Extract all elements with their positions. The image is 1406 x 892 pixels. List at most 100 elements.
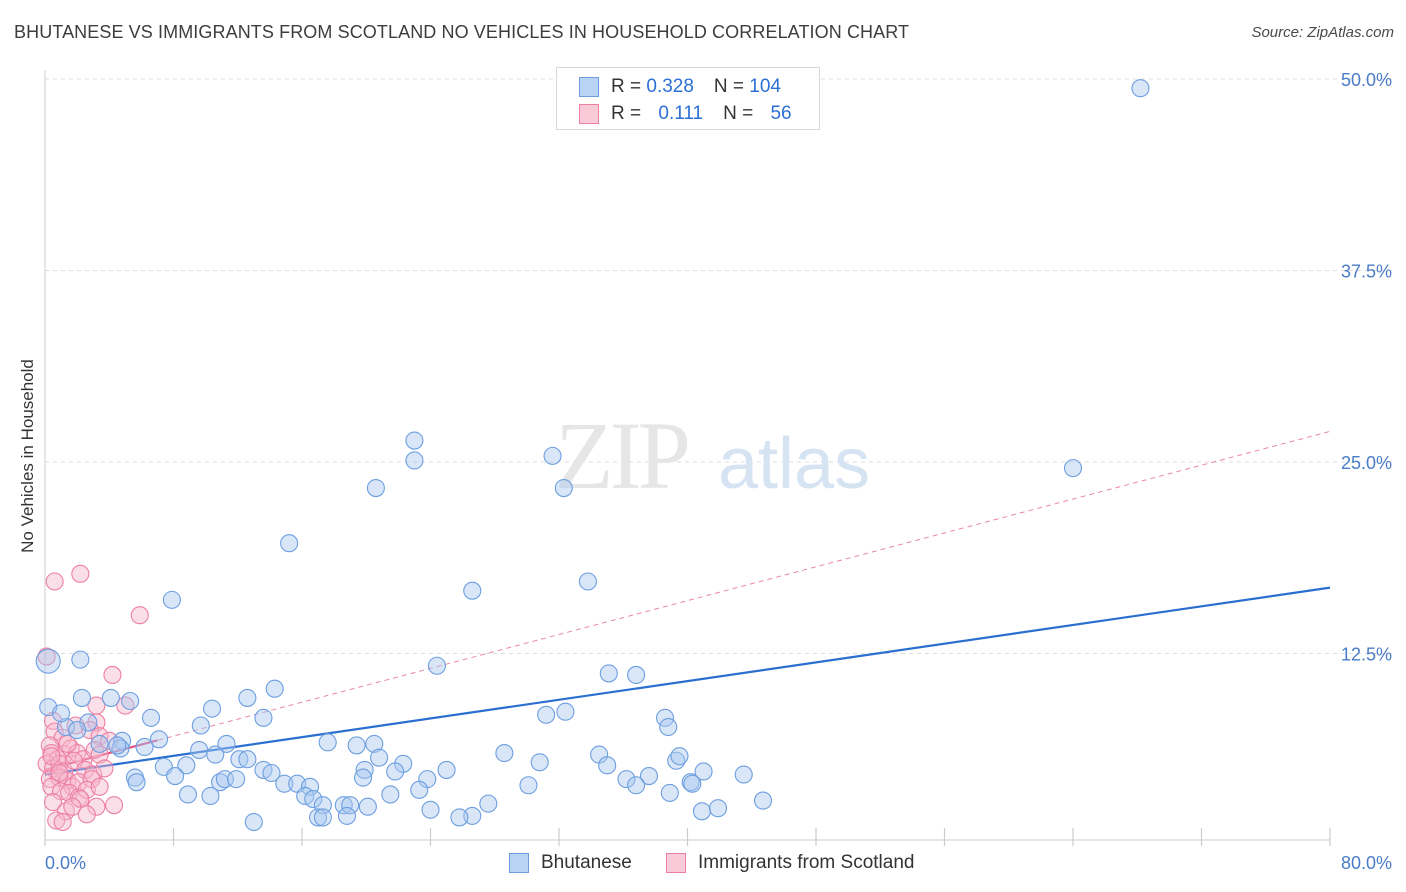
data-point-bhutanese [405, 451, 424, 470]
y-tick-label: 37.5% [1341, 262, 1392, 282]
data-point-bhutanese [166, 767, 185, 786]
legend-n-label: N = [713, 76, 750, 97]
series-bhutanese [35, 79, 1150, 832]
data-point-bhutanese [381, 785, 400, 804]
data-point-bhutanese [495, 744, 514, 763]
data-point-bhutanese [627, 665, 646, 684]
data-point-bhutanese [135, 737, 154, 757]
data-point-bhutanese [149, 730, 169, 749]
source-label: Source: ZipAtlas.com [1251, 24, 1394, 41]
data-point-bhutanese [262, 763, 281, 783]
data-point-bhutanese [599, 664, 618, 683]
series-immigrants-from-scotland [37, 564, 149, 832]
series-legend: Bhutanese Immigrants from Scotland [0, 852, 1406, 878]
data-point-scotland [103, 665, 122, 684]
data-point-bhutanese [121, 691, 140, 711]
data-point-bhutanese [190, 740, 209, 760]
data-point-bhutanese [670, 747, 689, 766]
data-point-scotland [37, 647, 56, 666]
y-axis-label: No Vehicles in Household [18, 359, 37, 553]
data-point-bhutanese [366, 478, 385, 498]
data-point-bhutanese [421, 800, 440, 819]
data-point-bhutanese [227, 770, 246, 789]
legend-n-value: 56 [770, 103, 792, 124]
data-point-bhutanese [694, 762, 713, 781]
data-point-bhutanese [479, 794, 498, 813]
data-point-bhutanese [405, 431, 424, 450]
data-point-bhutanese [358, 797, 377, 816]
watermark-atlas: atlas [718, 424, 870, 504]
legend-label-scotland: Immigrants from Scotland [698, 852, 915, 873]
data-point-scotland [56, 802, 75, 821]
data-point-bhutanese [598, 756, 617, 775]
data-point-bhutanese [275, 774, 294, 793]
data-point-bhutanese [334, 796, 353, 815]
x-tick-label: 0.0% [45, 853, 86, 873]
data-point-bhutanese [427, 656, 446, 675]
trend-line-scotland [44, 430, 1331, 771]
data-point-scotland [63, 797, 82, 816]
data-point-scotland [105, 796, 124, 815]
data-point-bhutanese [639, 767, 659, 786]
legend-row-bhutanese: R = 0.328 N = 104 [579, 74, 781, 100]
data-point-scotland [60, 783, 79, 802]
data-point-bhutanese [265, 679, 284, 698]
chart-title: BHUTANESE VS IMMIGRANTS FROM SCOTLAND NO… [14, 22, 910, 42]
data-point-scotland [90, 745, 109, 764]
data-point-bhutanese [141, 708, 161, 727]
data-point-bhutanese [1063, 459, 1083, 478]
legend-label-bhutanese: Bhutanese [541, 852, 632, 873]
legend-swatch-pink [579, 104, 599, 124]
data-point-scotland [90, 727, 109, 746]
data-point-scotland [43, 793, 63, 812]
data-point-bhutanese [244, 812, 263, 832]
legend-swatch-pink [666, 853, 686, 873]
data-point-bhutanese [353, 768, 373, 787]
x-tick-label: 80.0% [1341, 853, 1392, 873]
y-tick-label: 50.0% [1341, 70, 1392, 90]
data-point-scotland [77, 805, 96, 824]
data-point-scotland [50, 763, 69, 783]
data-point-scotland [40, 770, 59, 789]
data-point-bhutanese [162, 590, 181, 609]
data-point-bhutanese [386, 762, 405, 781]
data-point-bhutanese [617, 770, 636, 789]
data-point-bhutanese [463, 581, 482, 600]
watermark-zip: ZIP [555, 402, 688, 509]
data-point-bhutanese [537, 705, 556, 724]
axes [44, 70, 1331, 846]
data-point-bhutanese [217, 734, 236, 753]
legend-r-value: 0.328 [646, 76, 694, 97]
data-point-bhutanese [355, 760, 374, 779]
data-point-bhutanese [127, 773, 146, 792]
data-point-bhutanese [530, 753, 549, 772]
data-point-scotland [80, 721, 100, 740]
data-point-bhutanese [203, 699, 222, 718]
data-point-bhutanese [52, 704, 71, 723]
y-tick-label: 25.0% [1341, 453, 1392, 473]
data-point-scotland [90, 777, 109, 796]
legend-item-scotland[interactable]: Immigrants from Scotland [666, 852, 914, 874]
data-point-bhutanese [554, 478, 573, 498]
y-tick-label: 12.5% [1341, 645, 1392, 665]
data-point-bhutanese [337, 806, 357, 825]
data-point-bhutanese [578, 572, 597, 591]
legend-swatch-blue [509, 853, 529, 873]
legend-item-bhutanese[interactable]: Bhutanese [509, 852, 632, 874]
trend-lines [44, 430, 1331, 776]
data-point-bhutanese [280, 534, 299, 553]
data-point-bhutanese [238, 750, 257, 769]
data-point-bhutanese [56, 717, 75, 737]
data-point-bhutanese [1131, 79, 1150, 98]
data-point-bhutanese [304, 789, 323, 809]
data-point-scotland [53, 812, 72, 832]
tick-labels: 12.5% 25.0% 37.5% 50.0% 0.0% 80.0% [45, 70, 1392, 873]
data-point-bhutanese [101, 688, 120, 707]
data-point-bhutanese [543, 446, 562, 465]
data-point-scotland [130, 606, 149, 625]
data-point-bhutanese [370, 748, 389, 767]
data-point-bhutanese [692, 802, 712, 821]
data-point-bhutanese [108, 736, 127, 755]
data-point-bhutanese [659, 717, 678, 737]
